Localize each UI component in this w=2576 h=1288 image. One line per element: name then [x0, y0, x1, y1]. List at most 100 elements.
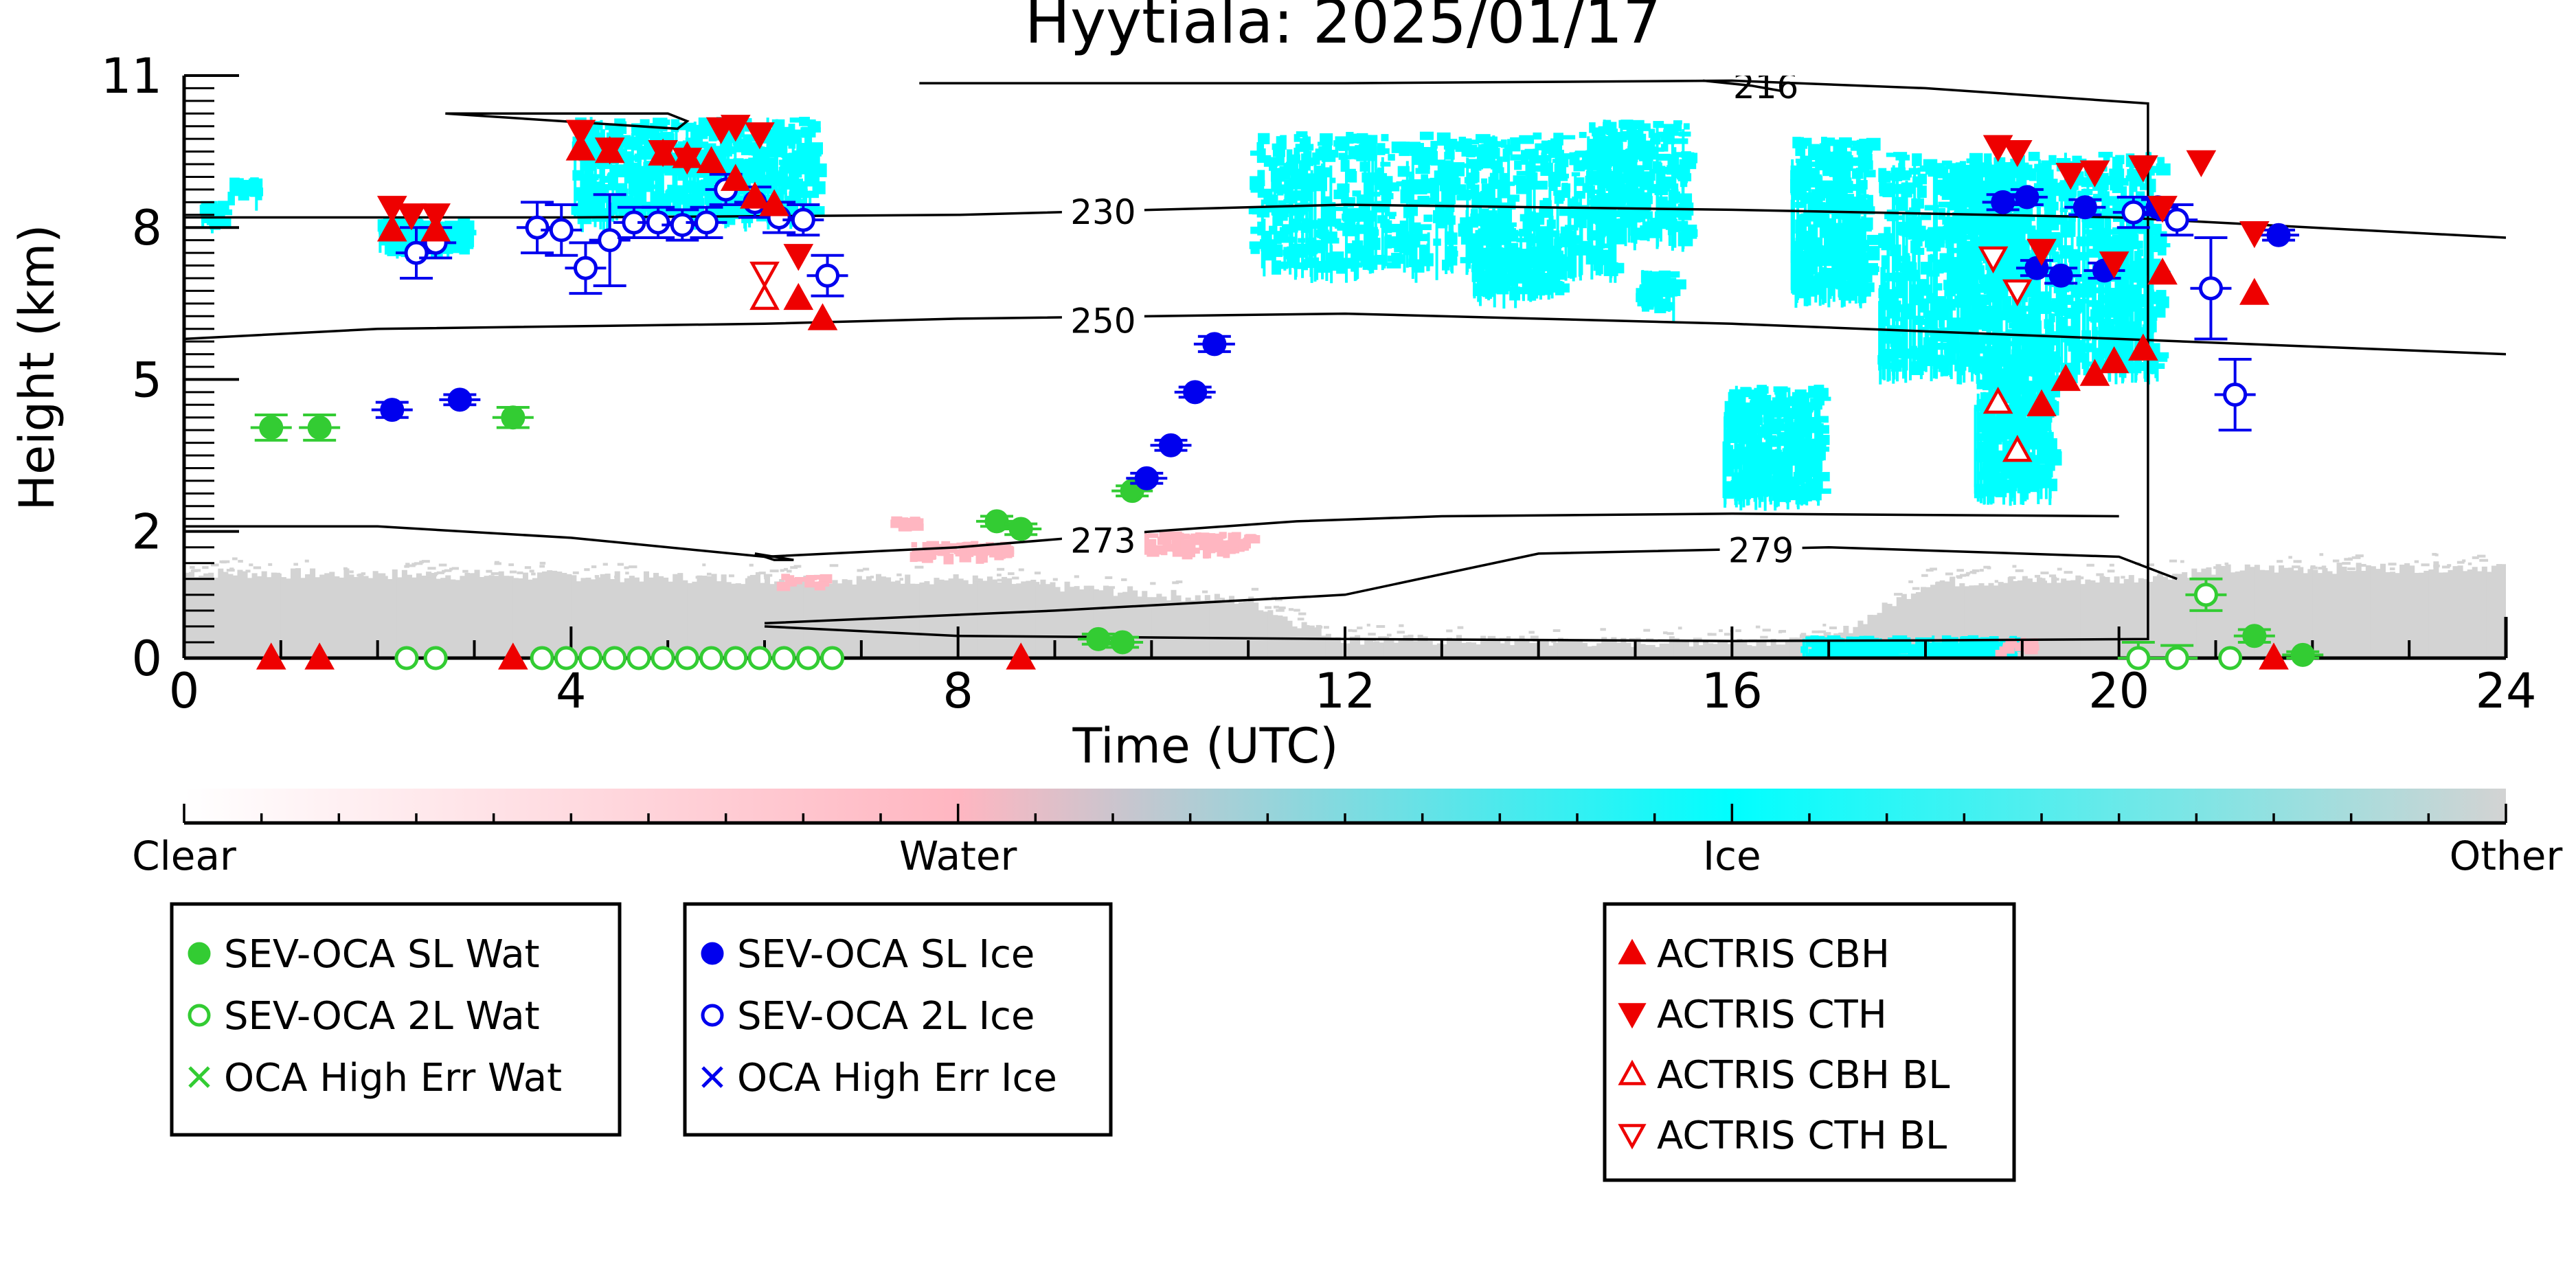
contour-line — [184, 312, 2506, 356]
data-point — [259, 415, 284, 440]
data-point — [573, 256, 598, 280]
data-point — [2050, 363, 2081, 392]
legend-label: ACTRIS CTH — [1657, 993, 1887, 1037]
data-point — [749, 261, 780, 289]
data-point — [501, 405, 526, 430]
colorbar-label: Water — [899, 833, 1017, 879]
legend-label: OCA High Err Ice — [737, 1056, 1057, 1100]
contour-label: 273 — [1070, 521, 1136, 561]
legend-marker — [188, 1066, 210, 1088]
series-sev-oca-sl-wat — [250, 405, 2324, 667]
data-point — [598, 228, 622, 253]
data-point — [723, 646, 748, 670]
data-point — [2079, 160, 2110, 188]
data-point — [696, 146, 727, 174]
legend-marker — [1618, 1059, 1647, 1085]
data-point — [2026, 238, 2057, 267]
data-point — [2121, 200, 2146, 225]
data-point — [759, 189, 789, 216]
data-point — [423, 646, 448, 670]
legend-box: SEV-OCA SL Wat SEV-OCA 2L Wat OCA High Err… — [170, 902, 622, 1137]
data-point — [2015, 185, 2040, 210]
data-point — [791, 207, 815, 232]
series-sev-oca-2l-wat — [394, 577, 2243, 670]
x-tick-label: 20 — [2088, 663, 2149, 719]
data-point — [783, 282, 814, 310]
data-point — [396, 203, 427, 231]
data-point — [2099, 251, 2129, 279]
data-point — [2126, 646, 2151, 670]
chart-title: Hyytiala: 2025/01/17 — [1025, 0, 1661, 57]
data-point — [1202, 332, 1227, 357]
y-tick-label: 5 — [131, 352, 162, 408]
x-tick-label: 12 — [1314, 663, 1375, 719]
data-point — [2242, 624, 2267, 648]
contour-label: 216 — [1733, 67, 1798, 106]
data-point — [307, 415, 332, 440]
data-point — [740, 181, 770, 209]
contour-label: 279 — [1728, 530, 1794, 570]
y-tick-label: 2 — [131, 504, 162, 561]
y-axis-label: Height (km) — [9, 225, 65, 511]
data-point — [2002, 435, 2033, 462]
data-point — [2048, 263, 2073, 288]
contour-label: 250 — [1070, 302, 1136, 341]
data-point — [376, 196, 407, 223]
data-point — [2055, 163, 2086, 190]
data-point — [2290, 642, 2315, 667]
data-point — [747, 646, 772, 670]
legend-label: ACTRIS CBH BL — [1657, 1053, 1950, 1098]
data-point — [602, 646, 627, 670]
contour-line — [764, 79, 2149, 642]
data-point — [820, 646, 845, 670]
temperature-contours: 230 250 273 279 216 — [184, 67, 2506, 642]
data-point — [2266, 223, 2291, 247]
data-point — [651, 646, 675, 670]
contour-label: 230 — [1070, 192, 1136, 232]
x-tick-label: 4 — [556, 663, 587, 719]
x-tick-label: 0 — [169, 663, 200, 719]
contour-line — [764, 545, 2178, 625]
data-point — [376, 214, 407, 242]
data-point — [554, 646, 578, 670]
data-point — [304, 642, 335, 670]
data-point — [672, 148, 703, 175]
legend-label: SEV-OCA 2L Wat — [224, 994, 540, 1039]
data-point — [2239, 221, 2270, 249]
x-axis-label: Time (UTC) — [1072, 718, 1339, 774]
legend-label: SEV-OCA SL Wat — [224, 932, 540, 977]
data-point — [594, 137, 625, 165]
legend: SEV-OCA SL Wat SEV-OCA 2L Wat OCA High Err… — [170, 902, 2016, 1182]
legend-label: ACTRIS CBH — [1657, 932, 1890, 977]
legend-marker — [1618, 938, 1647, 964]
data-point — [578, 646, 602, 670]
data-point — [1159, 433, 1183, 457]
data-point — [1008, 517, 1033, 541]
data-point — [646, 210, 670, 235]
colorbar-label: Clear — [132, 833, 236, 879]
data-point — [1006, 642, 1037, 670]
legend-marker — [188, 942, 211, 965]
legend-box: ACTRIS CBH ACTRIS CTH ACTRIS CBH BL ACTRIS … — [1603, 902, 2016, 1182]
x-tick-label: 16 — [1702, 663, 1763, 719]
data-point — [1183, 380, 1208, 405]
data-point — [2072, 195, 2097, 220]
data-point — [2026, 389, 2057, 416]
colorbar-label: Ice — [1703, 833, 1761, 879]
data-point — [1134, 466, 1159, 490]
data-point — [2239, 278, 2270, 305]
data-point — [2193, 583, 2218, 607]
legend-label: ACTRIS CTH BL — [1657, 1114, 1947, 1158]
data-point — [675, 646, 699, 670]
data-point — [2165, 207, 2189, 232]
classification-colorbar: Clear Water Ice Other — [132, 789, 2562, 879]
data-point — [720, 115, 751, 142]
y-tick-label: 8 — [131, 200, 162, 256]
data-point — [1086, 626, 1111, 651]
data-point — [694, 210, 719, 235]
data-point — [815, 263, 840, 288]
legend-marker — [701, 942, 724, 965]
legend-marker — [701, 1004, 724, 1027]
data-point — [2002, 279, 2033, 307]
contour-line — [184, 512, 2119, 558]
